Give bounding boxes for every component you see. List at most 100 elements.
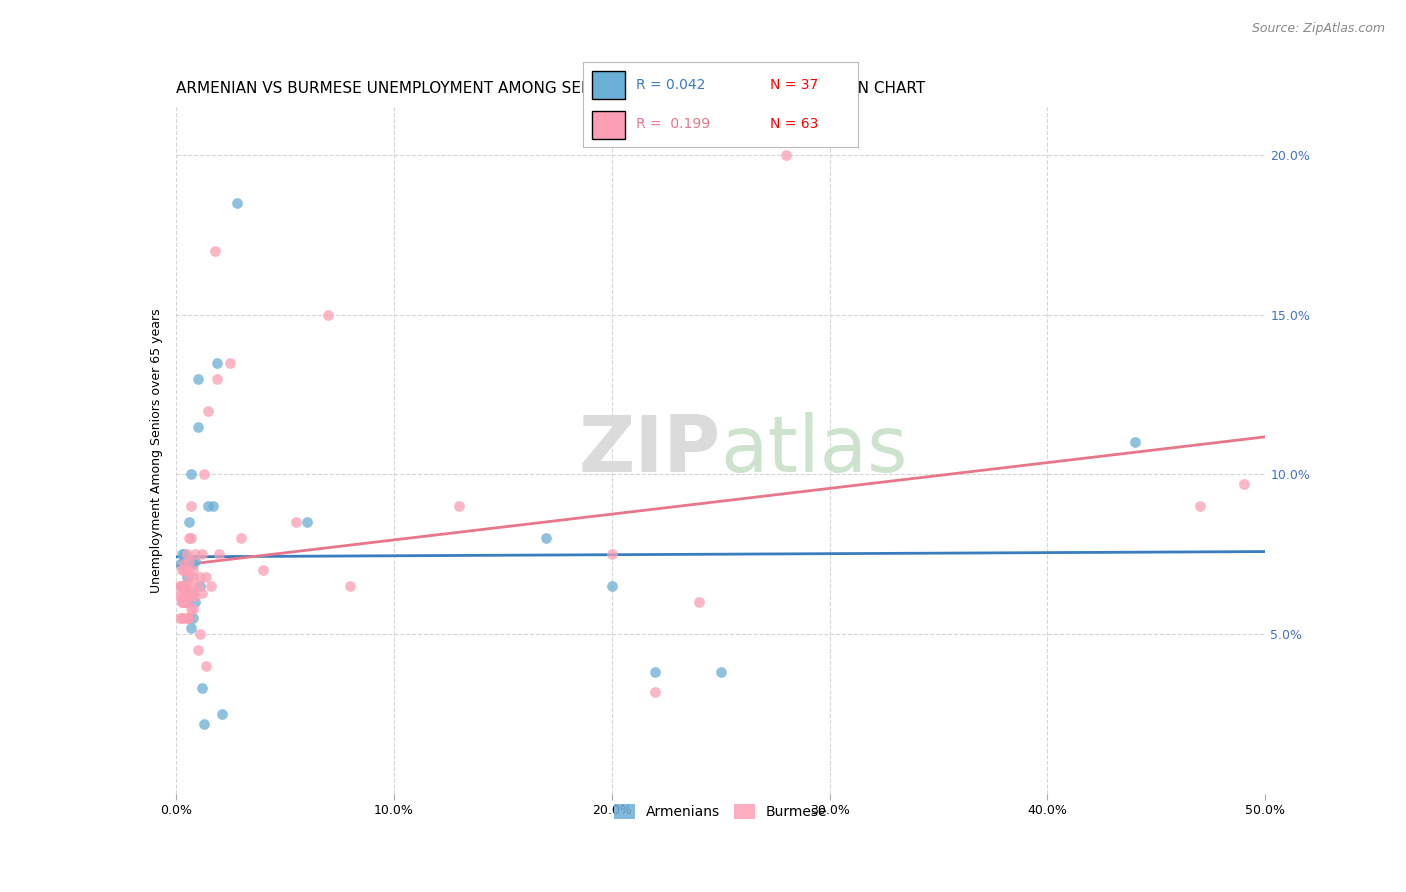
Point [176,595,198,609]
Point [172,547,194,561]
Point [173,547,195,561]
Point [181,601,204,615]
Point [173,579,195,593]
Text: atlas: atlas [721,412,908,489]
Point [173,557,195,571]
Point [176,547,198,561]
Point [176,589,198,603]
Point [186,643,209,657]
Point [1189,500,1212,514]
Point [252,563,274,577]
Text: ARMENIAN VS BURMESE UNEMPLOYMENT AMONG SENIORS OVER 65 YEARS CORRELATION CHART: ARMENIAN VS BURMESE UNEMPLOYMENT AMONG S… [176,81,925,96]
Point [318,308,340,322]
Point [173,611,195,625]
Point [169,557,191,571]
Point [775,148,797,162]
Point [177,554,200,568]
Text: Source: ZipAtlas.com: Source: ZipAtlas.com [1251,22,1385,36]
Point [181,557,204,571]
Point [339,579,361,593]
Point [181,569,204,583]
Point [1123,435,1146,450]
Point [172,589,194,603]
Point [295,516,318,530]
Point [176,595,198,609]
Point [447,500,470,514]
Point [191,681,214,696]
Point [177,516,200,530]
Point [176,563,198,577]
Point [172,563,194,577]
Point [201,500,224,514]
Y-axis label: Unemployment Among Seniors over 65 years: Unemployment Among Seniors over 65 years [149,308,163,593]
Text: R = 0.042: R = 0.042 [636,78,704,92]
Point [180,621,202,635]
Point [188,569,211,583]
Point [205,356,228,370]
Text: N = 63: N = 63 [770,118,818,131]
Point [177,589,200,603]
Point [180,601,202,615]
Point [186,419,209,434]
Point [177,611,200,625]
Point [184,589,207,603]
Point [195,659,218,673]
Point [173,563,195,577]
Point [177,611,200,625]
Point [193,716,215,731]
Point [184,547,207,561]
Point [644,684,666,698]
Point [186,579,209,593]
Point [177,554,200,568]
Point [176,554,198,568]
Point [710,665,733,680]
Point [205,371,228,385]
Point [176,611,198,625]
Point [219,356,242,370]
FancyBboxPatch shape [592,111,624,139]
Point [208,547,231,561]
Point [169,579,191,593]
Point [688,595,710,609]
Point [184,554,207,568]
Point [173,554,195,568]
Point [177,569,200,583]
Point [169,579,191,593]
Text: R =  0.199: R = 0.199 [636,118,710,131]
Point [181,563,204,577]
Point [1232,477,1256,491]
Point [173,595,195,609]
Point [177,531,200,545]
Point [180,467,202,482]
Point [600,579,623,593]
Point [284,516,307,530]
Point [191,585,214,599]
Point [195,569,218,583]
Point [172,579,194,593]
Point [191,547,214,561]
Point [197,403,219,417]
Point [193,467,215,482]
Point [181,585,204,599]
Point [204,244,226,258]
Point [181,611,204,625]
Point [188,579,211,593]
Point [172,595,194,609]
Point [173,595,195,609]
Point [225,195,247,210]
Point [600,547,623,561]
Point [180,500,202,514]
Point [534,531,557,545]
Point [169,611,191,625]
Point [231,531,253,545]
Text: ZIP: ZIP [578,412,721,489]
Point [180,554,202,568]
Point [180,579,202,593]
FancyBboxPatch shape [592,71,624,99]
Legend: Armenians, Burmese: Armenians, Burmese [609,799,832,825]
Point [176,569,198,583]
Point [176,579,198,593]
Point [188,627,211,641]
Point [176,585,198,599]
Point [181,585,204,599]
